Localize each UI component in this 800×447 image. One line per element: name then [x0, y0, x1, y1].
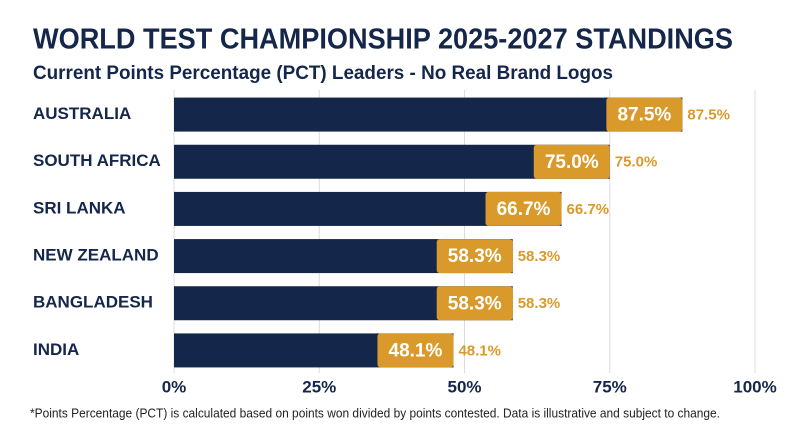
- value-badge: [436, 286, 513, 321]
- y-tick-label: NEW ZEALAND: [33, 246, 159, 265]
- value-badge: [485, 191, 562, 226]
- x-tick-label: 50%: [447, 377, 481, 396]
- y-tick-label: BANGLADESH: [33, 293, 153, 312]
- y-tick-label: SRI LANKA: [33, 198, 126, 217]
- value-label: 87.5%: [617, 105, 671, 126]
- value-badge: [436, 239, 513, 274]
- value-label-outside: 58.3%: [518, 295, 561, 312]
- value-label: 75.0%: [545, 152, 599, 173]
- footnote: *Points Percentage (PCT) is calculated b…: [30, 406, 720, 420]
- x-tick-label: 100%: [733, 377, 776, 396]
- y-tick-label: INDIA: [33, 340, 79, 359]
- value-badge: [606, 97, 683, 132]
- value-label-outside: 75.0%: [615, 154, 658, 171]
- x-tick-label: 75%: [593, 377, 627, 396]
- chart-subtitle: Current Points Percentage (PCT) Leaders …: [33, 63, 613, 84]
- value-badge: [377, 333, 454, 368]
- value-label: 58.3%: [448, 293, 502, 314]
- bar: [174, 97, 683, 132]
- value-label: 48.1%: [389, 340, 443, 361]
- x-tick-label: 25%: [302, 377, 336, 396]
- chart-title: WORLD TEST CHAMPIONSHIP 2025-2027 STANDI…: [33, 24, 733, 56]
- x-tick-label: 0%: [162, 377, 187, 396]
- value-label-outside: 58.3%: [518, 248, 561, 265]
- value-label: 66.7%: [497, 199, 551, 220]
- value-label: 58.3%: [448, 246, 502, 267]
- value-label-outside: 66.7%: [567, 201, 610, 218]
- value-label-outside: 87.5%: [687, 107, 730, 124]
- y-tick-label: AUSTRALIA: [33, 104, 131, 123]
- value-label-outside: 48.1%: [458, 342, 501, 359]
- y-tick-label: SOUTH AFRICA: [33, 151, 161, 170]
- value-badge: [533, 144, 610, 179]
